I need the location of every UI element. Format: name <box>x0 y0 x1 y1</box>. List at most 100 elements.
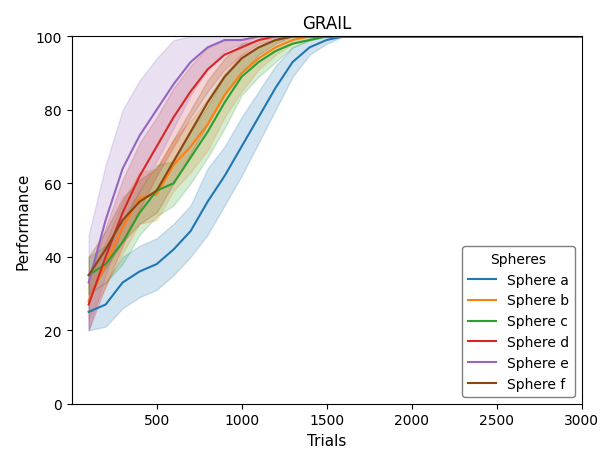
Sphere b <box>136 196 143 201</box>
Sphere a <box>323 38 330 44</box>
Sphere e <box>323 34 330 40</box>
Sphere f <box>323 34 330 40</box>
Sphere a <box>136 269 143 275</box>
Sphere e <box>136 133 143 139</box>
Sphere d <box>374 34 381 40</box>
Sphere a <box>153 262 160 267</box>
Sphere d <box>204 68 211 73</box>
Sphere c <box>289 42 297 47</box>
Sphere f <box>340 34 348 40</box>
Sphere c <box>238 75 245 81</box>
Sphere c <box>340 34 348 40</box>
Sphere d <box>408 34 415 40</box>
Sphere c <box>408 34 415 40</box>
Sphere d <box>85 302 92 307</box>
Sphere b <box>374 34 381 40</box>
Sphere e <box>289 34 297 40</box>
Sphere c <box>221 100 228 106</box>
Sphere a <box>238 144 245 150</box>
Y-axis label: Performance: Performance <box>15 172 30 269</box>
Sphere b <box>119 225 126 231</box>
Sphere c <box>357 34 364 40</box>
Sphere d <box>187 89 194 95</box>
Sphere c <box>323 34 330 40</box>
Sphere c <box>153 188 160 194</box>
Sphere d <box>153 144 160 150</box>
Sphere d <box>289 34 297 40</box>
Sphere f <box>374 34 381 40</box>
Sphere a <box>493 34 500 40</box>
Sphere f <box>153 188 160 194</box>
Sphere d <box>255 38 262 44</box>
Sphere b <box>204 122 211 128</box>
Sphere b <box>272 45 279 51</box>
Sphere f <box>85 273 92 278</box>
Sphere a <box>170 247 177 253</box>
Sphere e <box>119 167 126 172</box>
Sphere b <box>323 34 330 40</box>
Sphere e <box>187 60 194 66</box>
Line: Sphere d: Sphere d <box>88 37 581 305</box>
Sphere b <box>221 93 228 99</box>
Sphere a <box>85 309 92 315</box>
Sphere f <box>221 75 228 81</box>
Sphere a <box>221 174 228 179</box>
Line: Sphere c: Sphere c <box>88 37 581 275</box>
Sphere d <box>221 53 228 58</box>
Sphere d <box>238 45 245 51</box>
Sphere c <box>85 273 92 278</box>
Sphere d <box>357 34 364 40</box>
Sphere e <box>408 34 415 40</box>
Sphere c <box>374 34 381 40</box>
Sphere f <box>306 34 313 40</box>
Sphere e <box>578 34 585 40</box>
Sphere c <box>136 211 143 216</box>
Sphere b <box>170 163 177 169</box>
X-axis label: Trials: Trials <box>307 433 346 448</box>
Sphere b <box>289 38 297 44</box>
Sphere b <box>357 34 364 40</box>
Sphere b <box>238 71 245 77</box>
Sphere e <box>306 34 313 40</box>
Line: Sphere b: Sphere b <box>88 37 581 301</box>
Sphere c <box>187 156 194 161</box>
Sphere d <box>102 255 109 260</box>
Sphere e <box>102 218 109 223</box>
Sphere d <box>578 34 585 40</box>
Sphere e <box>340 34 348 40</box>
Sphere f <box>136 200 143 205</box>
Sphere b <box>306 34 313 40</box>
Sphere e <box>357 34 364 40</box>
Sphere a <box>289 60 297 66</box>
Sphere c <box>119 240 126 245</box>
Line: Sphere f: Sphere f <box>88 37 581 275</box>
Sphere f <box>289 34 297 40</box>
Sphere d <box>272 34 279 40</box>
Sphere c <box>170 181 177 187</box>
Sphere c <box>578 34 585 40</box>
Sphere b <box>578 34 585 40</box>
Sphere e <box>221 38 228 44</box>
Sphere c <box>102 262 109 267</box>
Sphere f <box>187 130 194 135</box>
Sphere a <box>408 34 415 40</box>
Sphere e <box>204 45 211 51</box>
Sphere f <box>255 45 262 51</box>
Sphere f <box>119 218 126 223</box>
Sphere d <box>493 34 500 40</box>
Sphere d <box>340 34 348 40</box>
Sphere c <box>306 38 313 44</box>
Sphere b <box>493 34 500 40</box>
Sphere f <box>408 34 415 40</box>
Sphere b <box>187 144 194 150</box>
Sphere f <box>170 159 177 165</box>
Sphere d <box>119 211 126 216</box>
Sphere f <box>102 247 109 253</box>
Title: GRAIL: GRAIL <box>302 15 351 33</box>
Sphere d <box>323 34 330 40</box>
Sphere a <box>187 229 194 234</box>
Sphere a <box>272 86 279 91</box>
Sphere a <box>374 34 381 40</box>
Sphere e <box>85 280 92 286</box>
Sphere d <box>306 34 313 40</box>
